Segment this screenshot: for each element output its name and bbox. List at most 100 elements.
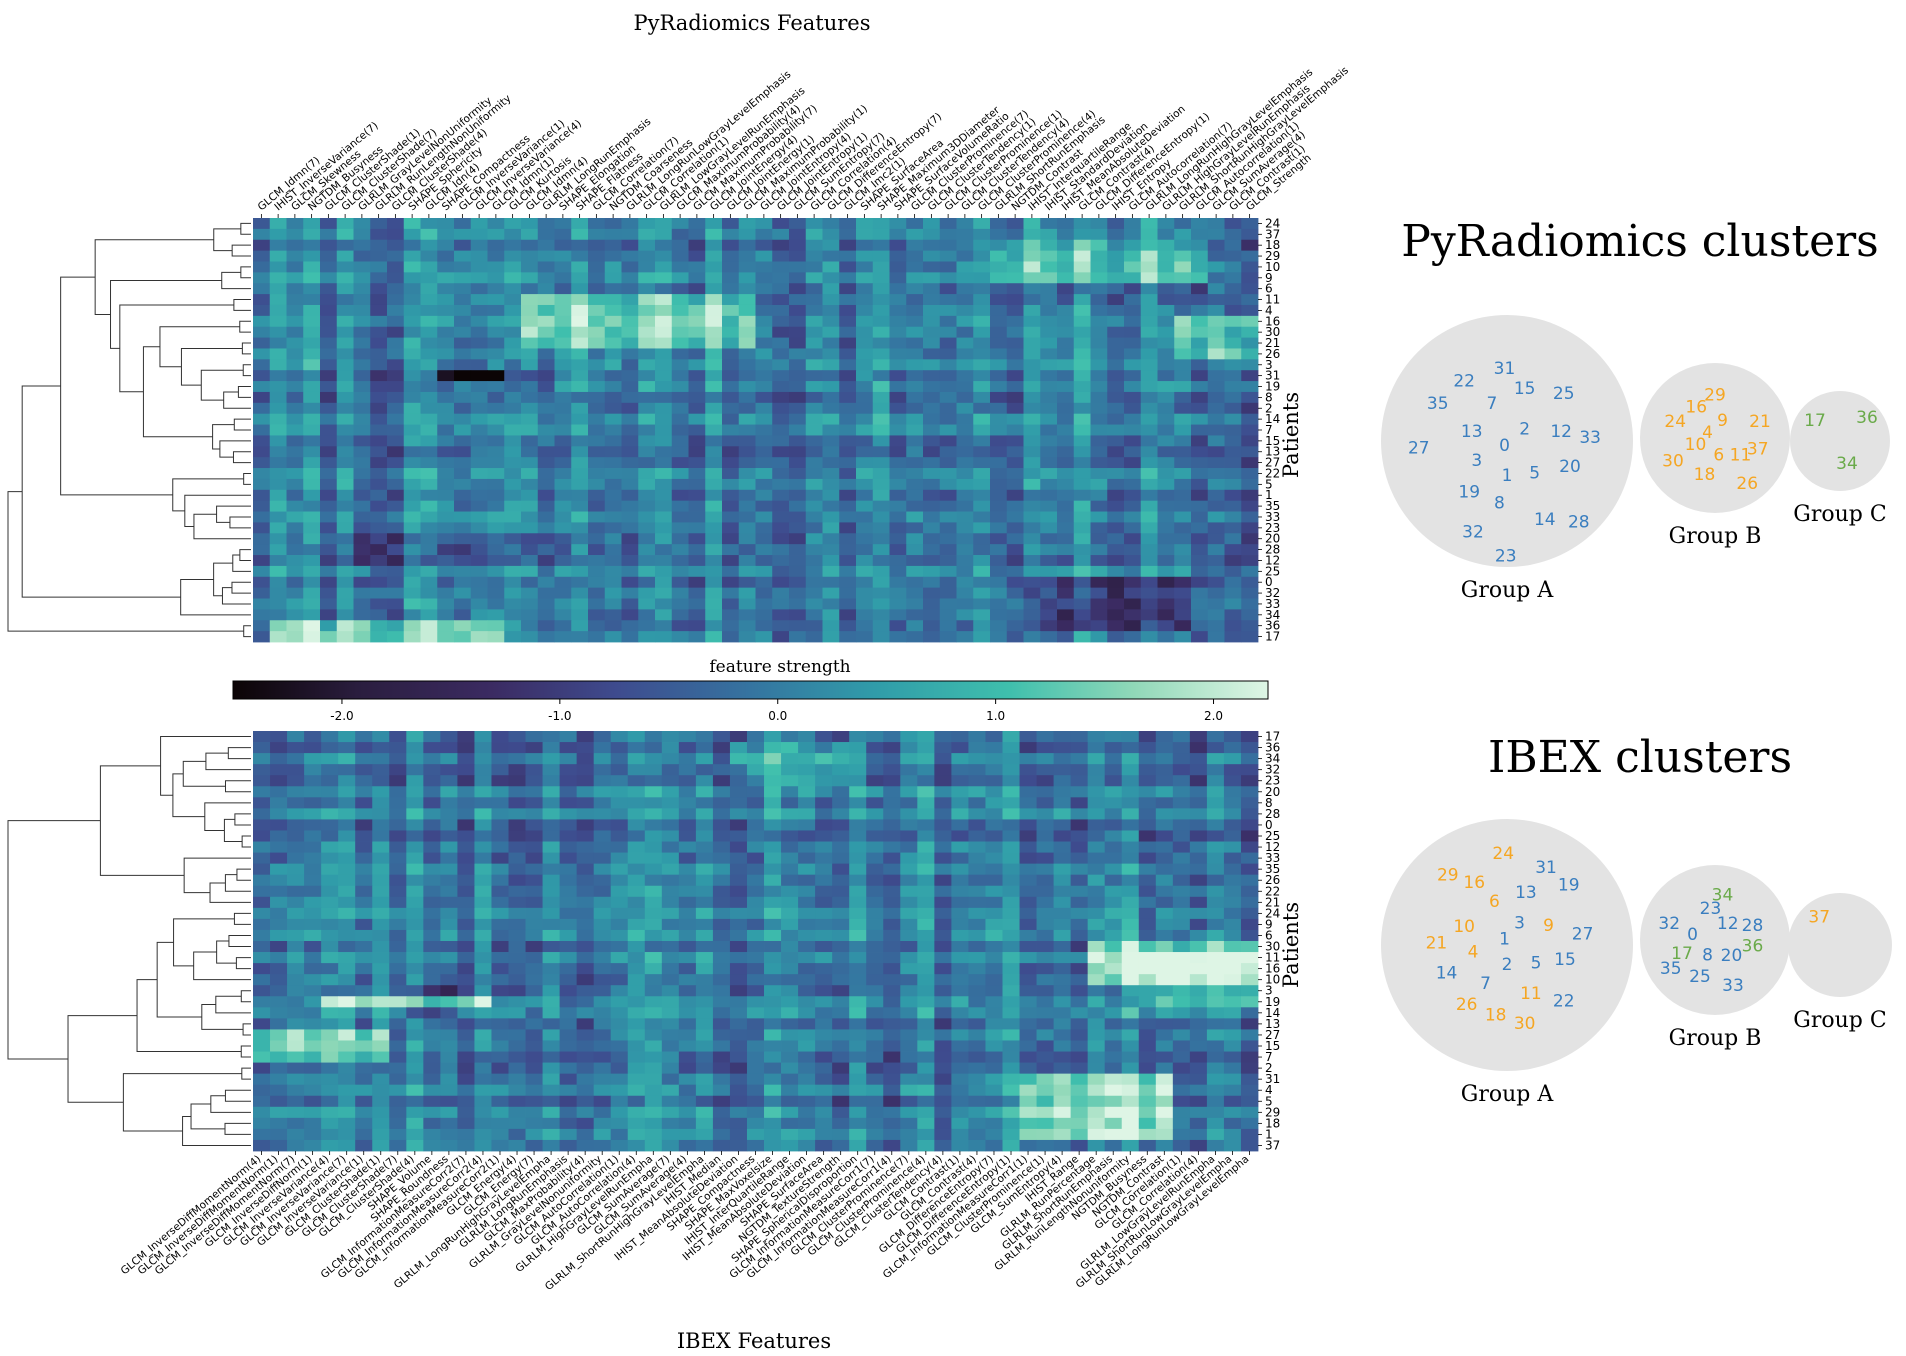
heatmap-cell xyxy=(1241,435,1259,447)
heatmap-cell xyxy=(508,808,526,820)
heatmap-cell xyxy=(504,620,522,632)
heatmap-cell xyxy=(1002,941,1020,953)
heatmap-cell xyxy=(883,852,901,865)
heatmap-cell xyxy=(440,742,458,754)
heatmap-cell xyxy=(755,283,773,295)
heatmap-cell xyxy=(1087,929,1106,942)
heatmap-cell xyxy=(470,620,488,632)
heatmap-cell xyxy=(661,896,680,909)
heatmap-cell xyxy=(604,283,622,295)
heatmap-cell xyxy=(832,830,850,842)
dendrogram-link xyxy=(60,276,173,496)
heatmap-cell xyxy=(571,402,589,415)
heatmap-cell xyxy=(638,337,656,349)
heatmap-cell xyxy=(638,598,656,610)
heatmap-cell xyxy=(355,742,373,754)
heatmap-cell xyxy=(883,1117,901,1130)
heatmap-cell xyxy=(655,304,673,317)
heatmap-cell xyxy=(593,1117,612,1130)
heatmap-cell xyxy=(638,359,656,371)
heatmap-cell xyxy=(839,326,857,338)
dendrogram-link xyxy=(241,835,251,848)
heatmap-cell xyxy=(338,830,356,842)
heatmap-cell xyxy=(353,294,371,306)
heatmap-cell xyxy=(772,402,790,415)
heatmap-cell xyxy=(866,1117,884,1130)
heatmap-cell xyxy=(286,239,304,252)
heatmap-cell xyxy=(1191,348,1209,360)
dendrogram-link xyxy=(201,1004,244,1030)
heatmap-cell xyxy=(789,283,807,295)
heatmap-cell xyxy=(474,1128,492,1141)
heatmap-cell xyxy=(353,381,371,393)
heatmap-cell xyxy=(688,576,706,589)
heatmap-cell xyxy=(353,359,371,371)
heatmap-cell xyxy=(917,1051,935,1063)
heatmap-cell xyxy=(286,348,304,360)
heatmap-cell xyxy=(403,424,421,436)
heatmap-cell xyxy=(403,468,421,480)
heatmap-cell xyxy=(1140,598,1158,610)
heatmap-cell xyxy=(1053,786,1072,798)
heatmap-cell xyxy=(1006,218,1024,230)
heatmap-cell xyxy=(1172,1051,1191,1063)
heatmap-cell xyxy=(491,808,509,820)
heatmap-cell xyxy=(722,218,740,230)
heatmap-cell xyxy=(604,555,622,567)
heatmap-cell xyxy=(491,963,509,975)
heatmap-cell xyxy=(403,533,421,545)
heatmap-cell xyxy=(525,918,543,931)
heatmap-cell xyxy=(956,304,974,317)
heatmap-cell xyxy=(729,1029,748,1041)
heatmap-cell xyxy=(336,261,354,273)
heatmap-cell xyxy=(1206,885,1225,898)
heatmap-cell xyxy=(440,1051,458,1063)
heatmap-cell xyxy=(571,359,589,371)
heatmap-cell xyxy=(815,775,833,787)
heatmap-cell xyxy=(1107,239,1125,252)
heatmap-cell xyxy=(504,261,522,273)
heatmap-cell xyxy=(839,468,857,480)
heatmap-cell xyxy=(270,863,288,876)
heatmap-cell xyxy=(487,250,505,262)
heatmap-cell xyxy=(406,1029,424,1041)
heatmap-cell xyxy=(525,863,543,876)
heatmap-cell xyxy=(406,1117,424,1130)
heatmap-cell xyxy=(1070,1139,1089,1152)
heatmap-cell xyxy=(849,1139,867,1152)
heatmap-cell xyxy=(956,631,974,643)
heatmap-cell xyxy=(457,764,475,776)
heatmap-cell xyxy=(1087,731,1106,743)
heatmap-cell xyxy=(822,370,840,382)
heatmap-cell xyxy=(906,478,924,491)
heatmap-cell xyxy=(985,1018,1003,1030)
heatmap-cell xyxy=(729,1040,748,1052)
heatmap-cell xyxy=(1087,830,1106,842)
heatmap-cell xyxy=(270,929,288,942)
heatmap-cell xyxy=(956,478,974,491)
heatmap-cell xyxy=(389,742,407,754)
heatmap-cell xyxy=(321,1139,339,1152)
heatmap-cell xyxy=(588,468,606,480)
heatmap-cell xyxy=(470,402,488,415)
heatmap-cell xyxy=(661,1018,680,1030)
heatmap-cell xyxy=(729,929,748,942)
heatmap-cell xyxy=(764,863,782,876)
heatmap-cell xyxy=(815,764,833,776)
heatmap-cell xyxy=(253,587,271,599)
heatmap-cell xyxy=(604,218,622,230)
heatmap-cell xyxy=(554,609,572,621)
heatmap-cell xyxy=(738,391,756,404)
heatmap-cell xyxy=(1189,929,1208,942)
heatmap-cell xyxy=(705,468,723,480)
heatmap-cell xyxy=(470,391,488,404)
heatmap-cell xyxy=(1207,413,1225,425)
heatmap-cell xyxy=(1157,326,1175,338)
heatmap-cell xyxy=(571,555,589,567)
heatmap-cell xyxy=(1240,1062,1259,1075)
heatmap-cell xyxy=(866,941,884,953)
heatmap-cell xyxy=(1107,489,1125,502)
heatmap-cell xyxy=(304,841,322,853)
heatmap-cell xyxy=(1023,315,1041,328)
heatmap-cell xyxy=(1191,326,1209,338)
